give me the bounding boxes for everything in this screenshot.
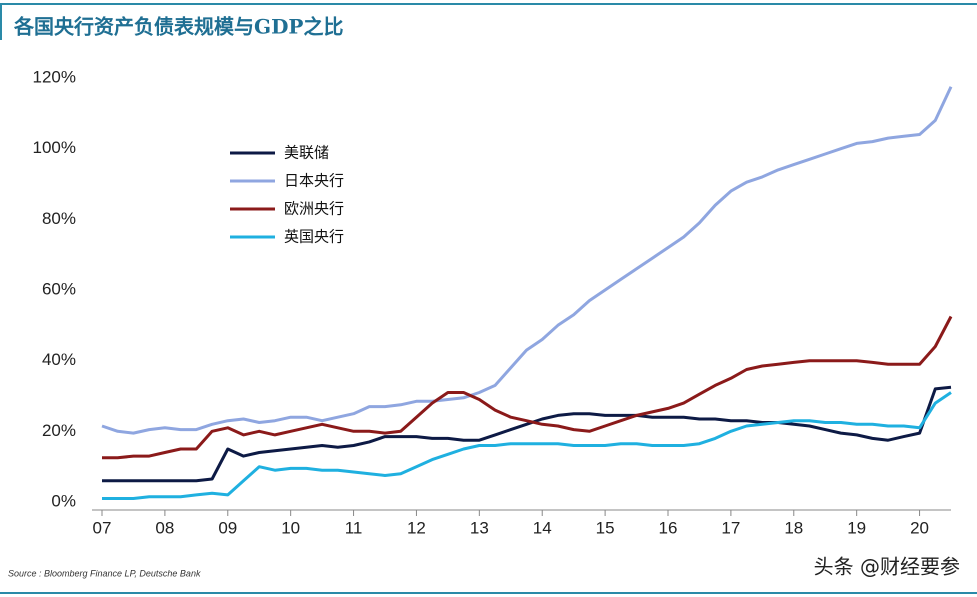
y-tick-label: 60%: [42, 279, 76, 298]
series-line: [102, 315, 953, 460]
series-line: [102, 391, 952, 500]
y-tick-label: 0%: [51, 491, 76, 510]
x-tick-label: 19: [847, 518, 866, 537]
x-tick-label: 20: [910, 518, 929, 537]
x-tick-label: 14: [533, 518, 552, 537]
x-tick-label: 18: [784, 518, 803, 537]
watermark: 头条 @财经要参: [814, 555, 960, 579]
x-tick-label: 17: [721, 518, 740, 537]
x-tick-label: 13: [470, 518, 489, 537]
x-tick-label: 16: [659, 518, 678, 537]
x-tick-label: 07: [93, 518, 112, 537]
y-tick-label: 120%: [33, 67, 76, 86]
y-tick-label: 100%: [33, 138, 76, 157]
x-tick-label: 12: [407, 518, 426, 537]
series-line: [102, 385, 952, 483]
legend-label: 美联储: [284, 144, 329, 162]
x-tick-label: 15: [596, 518, 615, 537]
x-tick-label: 09: [218, 518, 237, 537]
legend-label: 英国央行: [284, 228, 344, 246]
source-note: Source : Bloomberg Finance LP, Deutsche …: [8, 568, 201, 578]
x-tick-label: 10: [281, 518, 300, 537]
legend-label: 欧洲央行: [284, 200, 344, 218]
x-tick-label: 11: [345, 518, 363, 537]
y-tick-label: 20%: [42, 421, 76, 440]
legend-label: 日本央行: [284, 172, 344, 190]
series-line: [101, 86, 953, 435]
y-tick-label: 40%: [42, 350, 76, 369]
y-tick-label: 80%: [42, 209, 76, 228]
chart-title: 各国央行资产负债表规模与GDP之比: [13, 15, 343, 39]
x-tick-label: 08: [155, 518, 174, 537]
